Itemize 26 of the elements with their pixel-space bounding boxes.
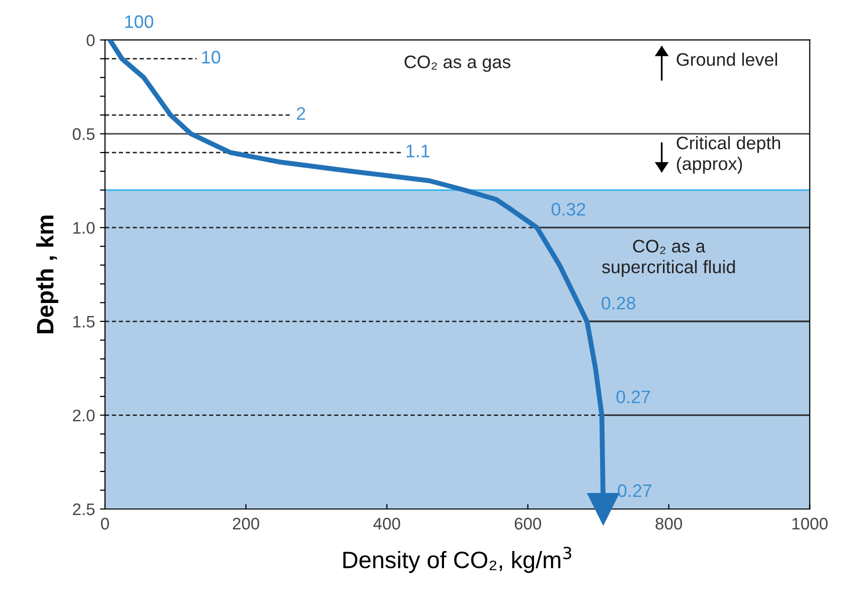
x-tick-label: 200: [232, 518, 260, 530]
y-tick-label: 2.5: [72, 503, 95, 516]
annotation: Critical depth (approx): [676, 136, 780, 174]
annotation: CO₂ as a supercritical fluid: [602, 240, 735, 277]
annotation: CO₂ as a gas: [404, 55, 510, 72]
annotation: Ground level: [676, 52, 777, 66]
x-tick-label: 600: [514, 518, 542, 530]
annotation: 2: [296, 107, 306, 120]
annotation: 0.27: [618, 484, 652, 498]
annotation: 1.1: [406, 144, 430, 158]
y-axis-title: Depth , km: [36, 216, 58, 334]
y-tick-label: 0.5: [72, 128, 95, 140]
annotation: 100: [125, 15, 154, 28]
annotation: 10: [202, 50, 220, 64]
x-tick-label: 800: [656, 518, 682, 530]
x-tick-label: 0: [101, 518, 109, 530]
y-tick-label: 1.0: [73, 222, 95, 234]
annotation: 0.28: [602, 296, 636, 310]
y-tick-label: 2.0: [72, 410, 95, 422]
annotation: 0.32: [552, 202, 586, 216]
x-tick-label: 400: [373, 518, 400, 530]
annotation: 0.27: [616, 390, 650, 404]
y-tick-label: 1.5: [73, 316, 95, 328]
y-tick-label: 0: [86, 34, 95, 46]
x-tick-label: 1000: [792, 518, 828, 530]
x-axis-title: Density of CO₂, kg/m$^{3}$: [343, 546, 572, 573]
